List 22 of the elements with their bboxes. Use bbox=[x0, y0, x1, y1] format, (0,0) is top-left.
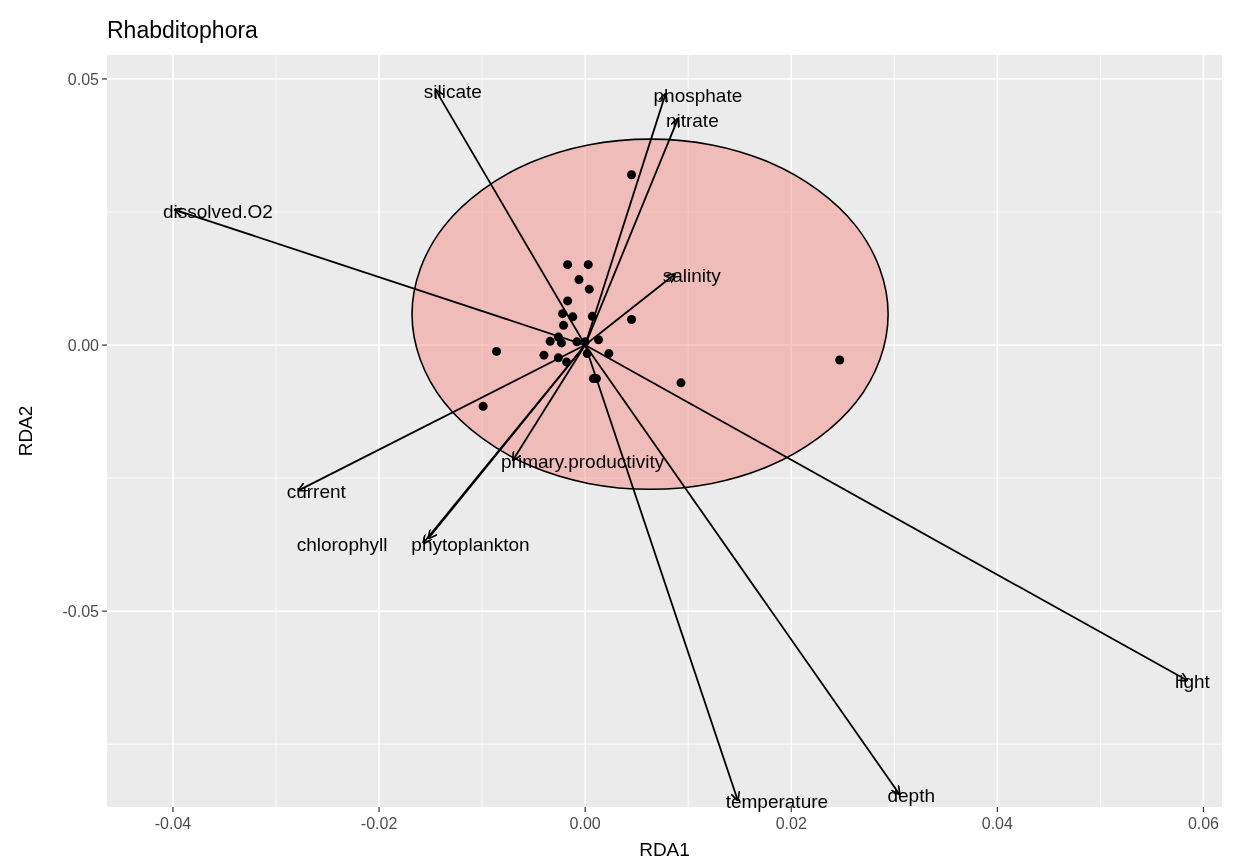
x-tick-label: -0.02 bbox=[360, 815, 398, 832]
y-axis-title: RDA2 bbox=[15, 405, 36, 457]
chart-title: Rhabditophora bbox=[107, 17, 259, 43]
x-tick-label: 0.00 bbox=[569, 815, 601, 832]
series-label: depth bbox=[887, 784, 935, 806]
x-tick-label: 0.02 bbox=[775, 815, 807, 832]
y-tick-label: 0.05 bbox=[67, 70, 100, 88]
text: chlorophyll bbox=[296, 533, 388, 555]
series-label: current bbox=[286, 480, 347, 502]
series-label: nitrate bbox=[665, 109, 719, 131]
y-tick-label: -0.05 bbox=[62, 602, 100, 620]
series-label: temperature bbox=[725, 790, 829, 812]
series-label: silicate bbox=[423, 80, 482, 102]
y-tick-label: 0.00 bbox=[67, 336, 100, 354]
series-label: phosphate bbox=[653, 84, 743, 106]
x-tick-label: 0.06 bbox=[1187, 815, 1220, 832]
x-axis-title: RDA1 bbox=[639, 839, 690, 860]
series-label: phytoplankton bbox=[411, 533, 530, 555]
series-label: salinity bbox=[662, 264, 722, 286]
x-tick-label: 0.04 bbox=[981, 815, 1014, 832]
x-tick-label: -0.04 bbox=[154, 815, 192, 832]
series-label: light bbox=[1174, 670, 1211, 692]
